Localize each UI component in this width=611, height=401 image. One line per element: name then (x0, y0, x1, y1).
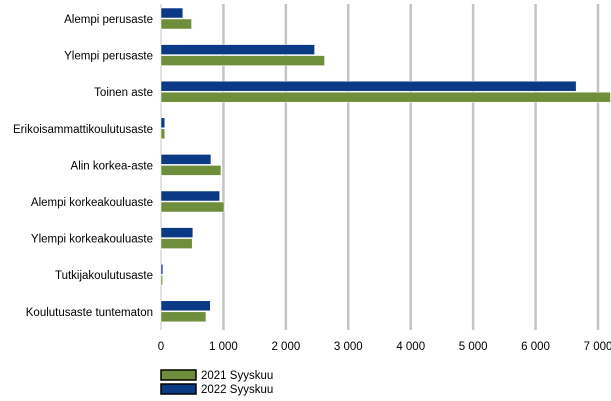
bar-2021 (160, 274, 163, 286)
bar-2021 (160, 91, 611, 103)
category-label: Alempi korkeakouluaste (31, 197, 153, 209)
legend: 2021 Syyskuu 2022 Syyskuu (160, 369, 273, 396)
x-tick-label: 6 000 (521, 341, 550, 353)
x-tick-label: 1 000 (209, 341, 238, 353)
bar-2021 (160, 311, 207, 323)
x-tick-label: 3 000 (334, 341, 363, 353)
category-label: Erikoisammattikoulutusaste (13, 124, 153, 136)
category-label: Ylempi korkeakouluaste (31, 234, 153, 246)
legend-label: 2021 Syyskuu (201, 370, 273, 382)
bar-2021 (160, 128, 165, 140)
bar-2022 (160, 80, 577, 92)
bar-2022 (160, 7, 184, 19)
bar-2022 (160, 263, 164, 275)
category-label: Toinen aste (94, 87, 153, 99)
category-label: Tutkijakoulutusaste (55, 270, 153, 282)
bar-2021 (160, 55, 325, 66)
bar-2022 (160, 300, 211, 312)
category-labels: Alempi perusaste Ylempi perusaste Toinen a… (13, 14, 153, 319)
x-tick-label: 7 000 (584, 341, 611, 353)
x-tick-label: 5 000 (459, 341, 488, 353)
legend-swatch (160, 383, 197, 395)
bar-2021 (160, 165, 222, 176)
x-tick-label: 4 000 (396, 341, 425, 353)
legend-swatch (160, 369, 197, 381)
bar-2022 (160, 227, 194, 238)
category-label: Alempi perusaste (64, 14, 153, 26)
bar-2022 (160, 117, 165, 129)
bar-2021 (160, 238, 193, 249)
bar-2021 (160, 201, 225, 213)
category-label: Alin korkea-aste (71, 160, 153, 172)
x-tick-label: 2 000 (271, 341, 300, 353)
bar-2022 (160, 154, 212, 165)
bars (160, 7, 611, 323)
x-tick-labels: 0 1 000 2 000 3 000 4 000 5 000 6 000 7 000 (158, 341, 611, 353)
category-label: Koulutusaste tuntematon (26, 307, 153, 319)
legend-label: 2022 Syyskuu (201, 384, 273, 396)
x-tick-label: 0 (158, 341, 164, 353)
bar-2022 (160, 44, 315, 55)
bar-2021 (160, 18, 192, 30)
bar-2022 (160, 190, 220, 202)
category-label: Ylempi perusaste (64, 51, 153, 63)
